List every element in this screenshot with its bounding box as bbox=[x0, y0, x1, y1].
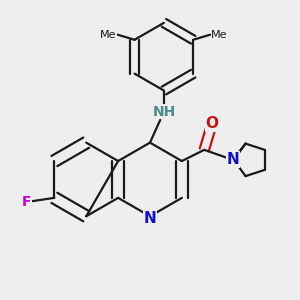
Text: N: N bbox=[144, 211, 156, 226]
Text: N: N bbox=[226, 152, 239, 167]
Text: O: O bbox=[206, 116, 218, 131]
Text: NH: NH bbox=[152, 105, 176, 119]
Text: Me: Me bbox=[100, 30, 116, 40]
Text: Me: Me bbox=[211, 30, 228, 40]
Text: F: F bbox=[21, 195, 31, 209]
